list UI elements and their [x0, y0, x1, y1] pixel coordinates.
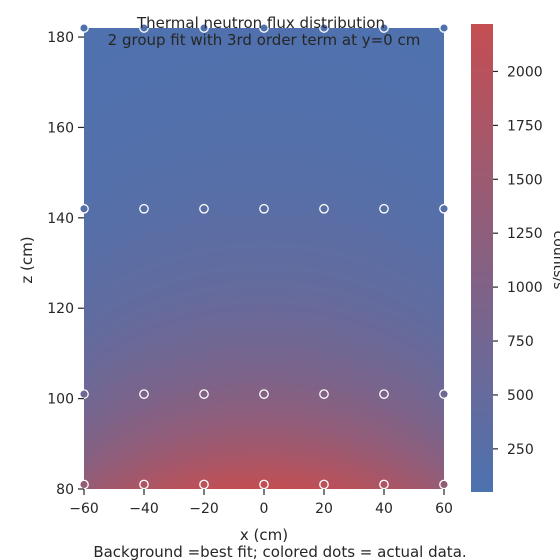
colorbar-tick-label: 1000 — [507, 280, 543, 296]
data-points — [79, 23, 449, 490]
data-point — [379, 23, 389, 33]
data-point — [439, 23, 449, 33]
y-axis: 80 100 120 140 160 180 — [47, 30, 84, 498]
data-point — [79, 389, 89, 399]
colorbar: 250 500 750 1000 1250 1500 1750 2000 counts/s — [471, 24, 560, 492]
y-tick-label: 140 — [47, 211, 74, 227]
data-point — [319, 203, 329, 214]
data-point — [199, 389, 209, 399]
colorbar-tick-label: 1750 — [507, 118, 543, 134]
data-point — [79, 23, 89, 33]
data-point — [139, 479, 149, 490]
colorbar-tick-label: 2000 — [507, 64, 543, 80]
x-axis: −60 −40 −20 0 20 40 60 — [69, 489, 453, 517]
data-point — [319, 23, 329, 33]
colorbar-tick-label: 250 — [507, 442, 534, 458]
data-point — [319, 479, 329, 490]
x-axis-label: x (cm) — [240, 526, 288, 544]
y-axis-label: z (cm) — [18, 236, 36, 283]
data-point — [379, 389, 389, 399]
data-point — [199, 23, 209, 33]
colorbar-ticks: 250 500 750 1000 1250 1500 1750 2000 — [493, 64, 543, 458]
chart-title-line-1: Thermal neutron flux distribution — [136, 14, 385, 32]
data-point — [139, 23, 149, 33]
data-point — [439, 203, 449, 214]
data-point — [259, 479, 269, 490]
colorbar-tick-label: 1500 — [507, 172, 543, 188]
data-point — [139, 203, 149, 214]
y-tick-label: 160 — [47, 120, 74, 136]
data-point — [199, 203, 209, 214]
y-tick-label: 100 — [47, 392, 74, 408]
colorbar-label: counts/s — [550, 231, 560, 290]
data-point — [79, 479, 89, 490]
x-tick-label: 40 — [375, 501, 393, 517]
data-point — [199, 479, 209, 490]
chart-title-line-2: 2 group fit with 3rd order term at y=0 c… — [108, 31, 421, 49]
colorbar-tick-label: 1250 — [507, 226, 543, 242]
plot-area — [79, 23, 449, 490]
data-point — [379, 203, 389, 214]
data-point — [439, 389, 449, 399]
fit-heatmap — [84, 28, 444, 489]
data-point — [379, 479, 389, 490]
x-tick-label: −20 — [189, 501, 219, 517]
data-point — [439, 479, 449, 490]
y-tick-label: 80 — [56, 482, 74, 498]
x-tick-label: −40 — [129, 501, 159, 517]
data-point — [79, 203, 89, 214]
chart-caption: Background =best fit; colored dots = act… — [93, 543, 466, 560]
x-tick-label: 0 — [260, 501, 269, 517]
y-tick-label: 180 — [47, 30, 74, 46]
colorbar-tick-label: 750 — [507, 334, 534, 350]
x-tick-label: 20 — [315, 501, 333, 517]
y-tick-label: 120 — [47, 301, 74, 317]
x-tick-label: −60 — [69, 501, 99, 517]
x-tick-label: 60 — [435, 501, 453, 517]
data-point — [139, 389, 149, 399]
data-point — [319, 389, 329, 399]
data-point — [259, 389, 269, 399]
data-point — [259, 203, 269, 214]
data-point — [259, 23, 269, 33]
colorbar-gradient — [471, 24, 493, 492]
colorbar-tick-label: 500 — [507, 388, 534, 404]
